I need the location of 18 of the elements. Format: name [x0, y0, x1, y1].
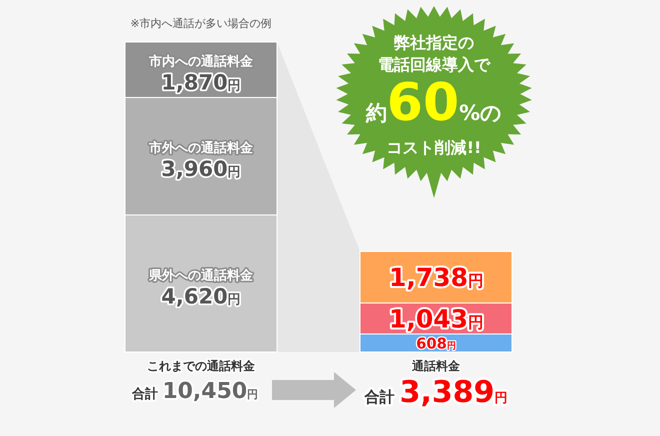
data-label: 1,738円 [388, 263, 484, 292]
total-label: 合計 3,389円 [363, 375, 508, 410]
annotation: コスト削減!! [386, 138, 482, 157]
x-tick-label: これまでの通話料金 [147, 359, 256, 373]
total-label: 合計 10,450円 [130, 379, 258, 404]
x-tick-label: 通話料金 [411, 359, 461, 373]
data-label: 1,043円 [388, 304, 484, 334]
text: ※市内へ通話が多い場合の例 [130, 17, 272, 30]
data-label: 3,960円 [161, 157, 241, 182]
data-label: 1,870円 [161, 70, 241, 95]
data-label: 608円 [416, 335, 456, 352]
series-label: 市外への通話料金 [148, 140, 254, 156]
annotation: 電話回線導入で [378, 55, 491, 74]
annotation: 約60%の [364, 73, 502, 133]
series-label: 県外への通話料金 [148, 267, 254, 284]
annotation: 弊社指定の [394, 33, 474, 52]
data-label: 4,620円 [161, 284, 241, 308]
series-label: 市内への通話料金 [148, 54, 254, 70]
